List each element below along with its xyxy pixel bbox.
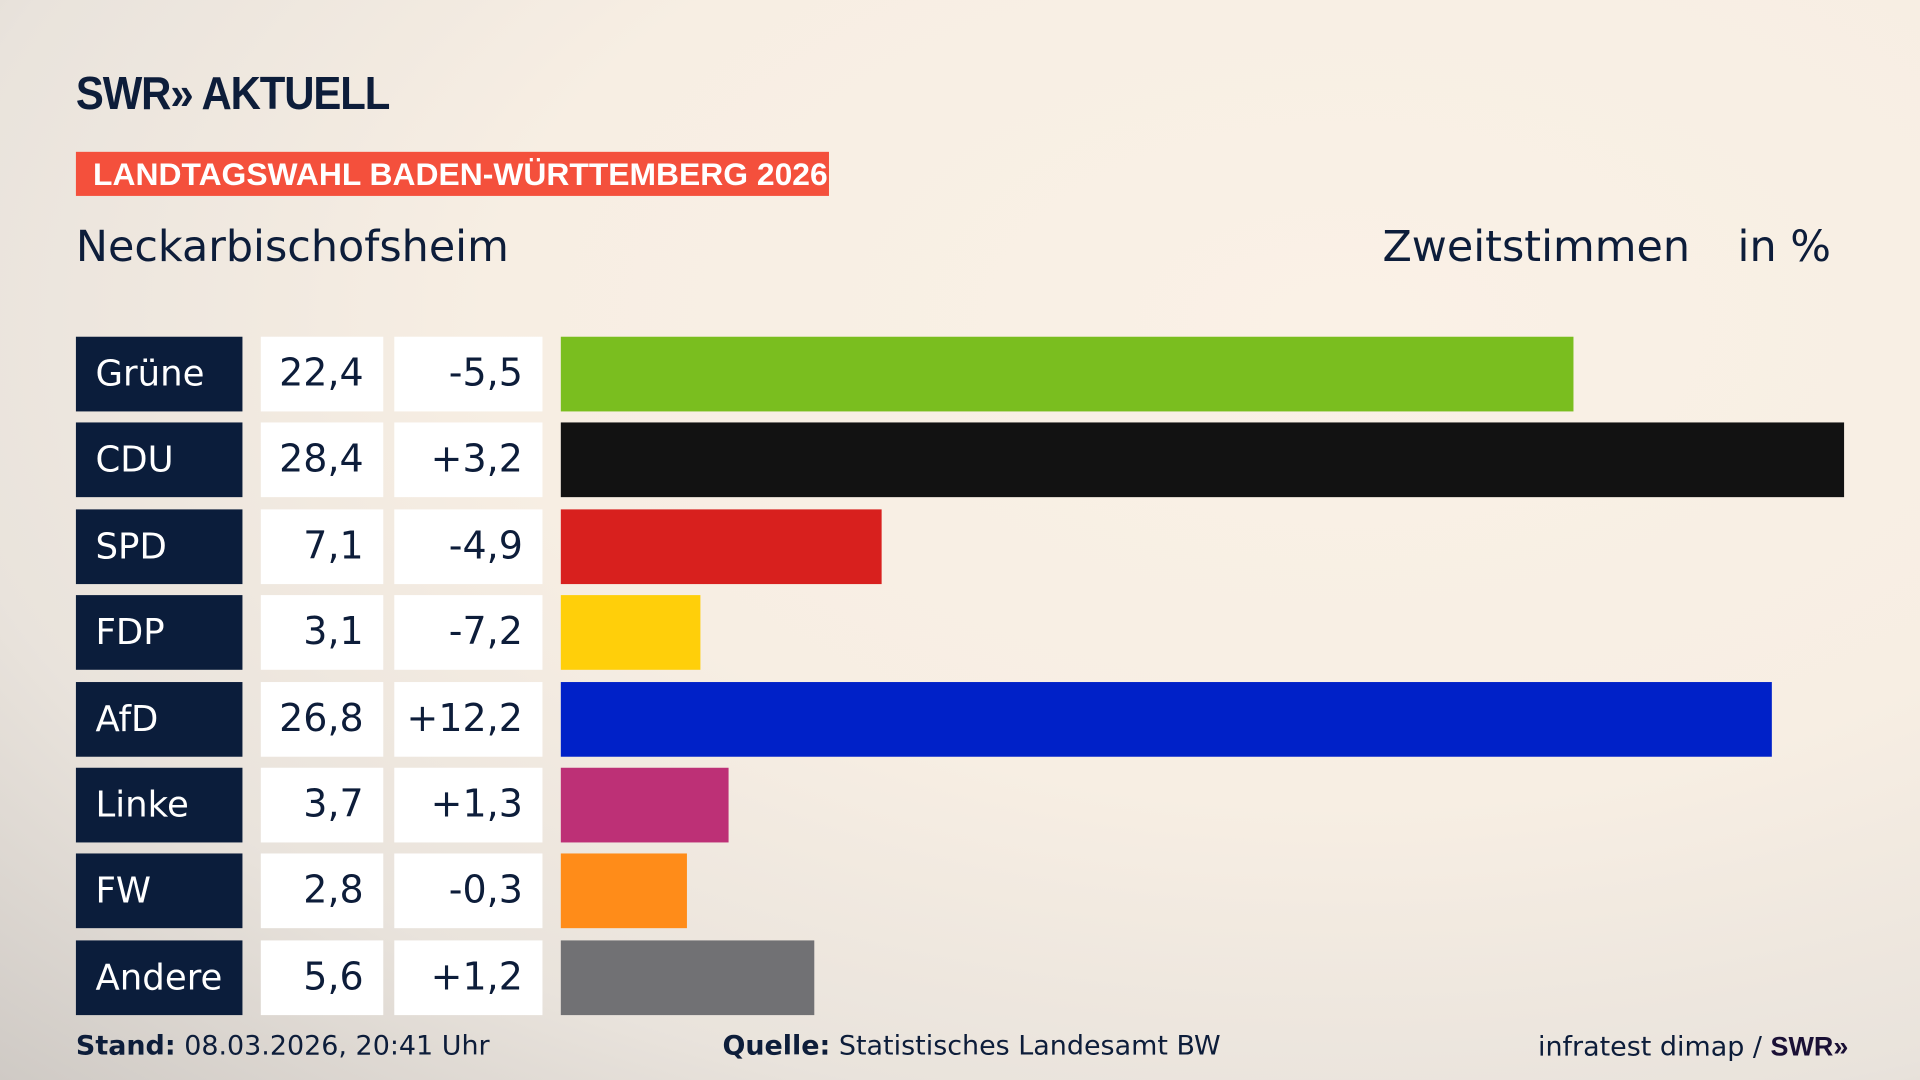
bar [560,767,728,843]
party-label: Grüne [75,336,243,412]
stand-value: 08.03.2026, 20:41 Uhr [184,1031,490,1062]
swr-logo: SWR» [1770,1031,1849,1062]
change-label: -0,3 [394,853,543,929]
value-label: 26,8 [260,681,384,757]
bar [560,336,1573,412]
credit-text: infratest dimap / [1537,1032,1762,1063]
election-banner: LANDTAGSWAHL BADEN-WÜRTTEMBERG 2026 [75,151,829,196]
change-label: +3,2 [394,422,543,498]
value-label: 3,1 [260,595,384,671]
source-value: Statistisches Landesamt BW [838,1031,1221,1062]
bar [560,595,701,671]
bar [560,853,688,929]
credit: infratest dimap / SWR» [1538,1031,1848,1063]
party-label: AfD [75,681,243,757]
party-label: FDP [75,595,243,671]
swr-aktuell-logo: SWR» AKTUELL [75,68,390,121]
bar [560,940,814,1015]
value-label: 22,4 [260,336,384,412]
value-label: 2,8 [260,853,384,929]
bar [560,422,1845,498]
change-label: +12,2 [394,681,543,757]
value-label: 5,6 [260,940,384,1015]
bar [560,509,882,584]
change-label: -4,9 [394,509,543,584]
value-label: 7,1 [260,509,384,584]
value-label: 3,7 [260,767,384,843]
party-label: Andere [75,940,243,1015]
change-label: +1,2 [394,940,543,1015]
stand-label: Stand: [75,1031,176,1062]
change-label: +1,3 [394,767,543,843]
unit-label: in % [1737,222,1831,272]
change-label: -5,5 [394,336,543,412]
party-label: Linke [75,767,243,843]
change-label: -7,2 [394,595,543,671]
party-label: CDU [75,422,243,498]
vote-type-label: Zweitstimmen [1382,222,1691,272]
party-label: SPD [75,509,243,584]
source-label: Quelle: [722,1031,831,1062]
party-label: FW [75,853,243,929]
bar [560,681,1772,757]
source: Quelle: Statistisches Landesamt BW [722,1031,1220,1062]
timestamp: Stand: 08.03.2026, 20:41 Uhr [76,1031,490,1062]
value-label: 28,4 [260,422,384,498]
constituency-title: Neckarbischofsheim [75,222,509,272]
